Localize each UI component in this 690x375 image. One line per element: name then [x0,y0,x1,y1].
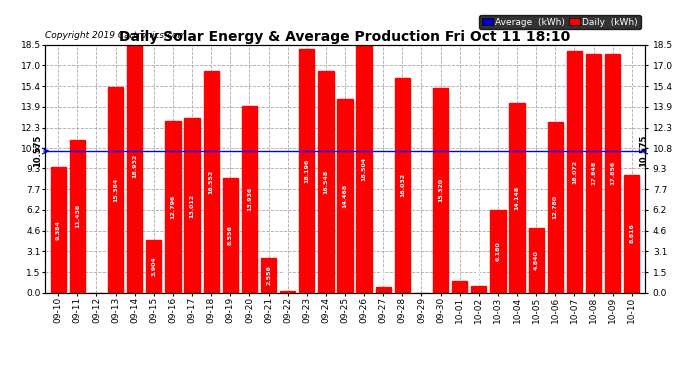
Text: 15.320: 15.320 [438,178,443,202]
Bar [204,71,219,292]
Text: 18.196: 18.196 [304,159,309,183]
Text: 17.848: 17.848 [591,161,596,185]
Bar [509,103,524,292]
Text: 14.468: 14.468 [342,184,348,208]
Text: 9.384: 9.384 [56,220,61,240]
Bar [566,51,582,292]
Bar [146,240,161,292]
Text: 8.816: 8.816 [629,224,634,243]
Text: 13.012: 13.012 [190,194,195,217]
Bar [586,54,601,292]
Text: Copyright 2019 Cartronics.com: Copyright 2019 Cartronics.com [45,31,186,40]
Text: 0.508: 0.508 [476,264,482,284]
Text: 2.556: 2.556 [266,266,271,285]
Text: 0.088: 0.088 [285,270,290,290]
Bar [280,291,295,292]
Text: 0.404: 0.404 [381,266,386,285]
Bar [166,121,181,292]
Text: 16.552: 16.552 [208,170,214,194]
Text: 16.032: 16.032 [400,173,405,197]
Bar [241,106,257,292]
Text: 4.840: 4.840 [533,250,539,270]
Bar [299,49,315,292]
Bar [184,118,199,292]
Text: 18.072: 18.072 [572,159,577,184]
Text: 18.932: 18.932 [132,154,137,178]
Bar [108,87,124,292]
Bar [471,286,486,292]
Bar [433,87,448,292]
Bar [548,122,563,292]
Bar [375,287,391,292]
Bar [318,71,333,292]
Text: 3.904: 3.904 [151,256,157,276]
Text: 17.856: 17.856 [610,161,615,185]
Bar [50,167,66,292]
Bar [357,45,372,292]
Text: 15.384: 15.384 [113,177,118,202]
Bar [395,78,410,292]
Bar [261,258,276,292]
Text: 10.575: 10.575 [639,135,648,167]
Title: Daily Solar Energy & Average Production Fri Oct 11 18:10: Daily Solar Energy & Average Production … [119,30,571,44]
Text: 0.880: 0.880 [457,259,462,279]
Bar [127,39,142,292]
Text: 14.148: 14.148 [515,186,520,210]
Text: 16.548: 16.548 [324,170,328,194]
Bar [337,99,353,292]
Text: 12.796: 12.796 [170,195,175,219]
Text: 11.436: 11.436 [75,204,80,228]
Bar [452,281,467,292]
Bar [605,54,620,292]
Text: 12.780: 12.780 [553,195,558,219]
Text: 10.575: 10.575 [32,135,41,167]
Bar [223,178,238,292]
Text: 13.936: 13.936 [247,187,252,211]
Bar [70,140,85,292]
Legend: Average  (kWh), Daily  (kWh): Average (kWh), Daily (kWh) [479,15,640,29]
Bar [491,210,506,292]
Text: 6.180: 6.180 [495,241,500,261]
Bar [529,228,544,292]
Bar [624,174,640,292]
Text: 18.504: 18.504 [362,157,366,181]
Text: 8.556: 8.556 [228,225,233,245]
